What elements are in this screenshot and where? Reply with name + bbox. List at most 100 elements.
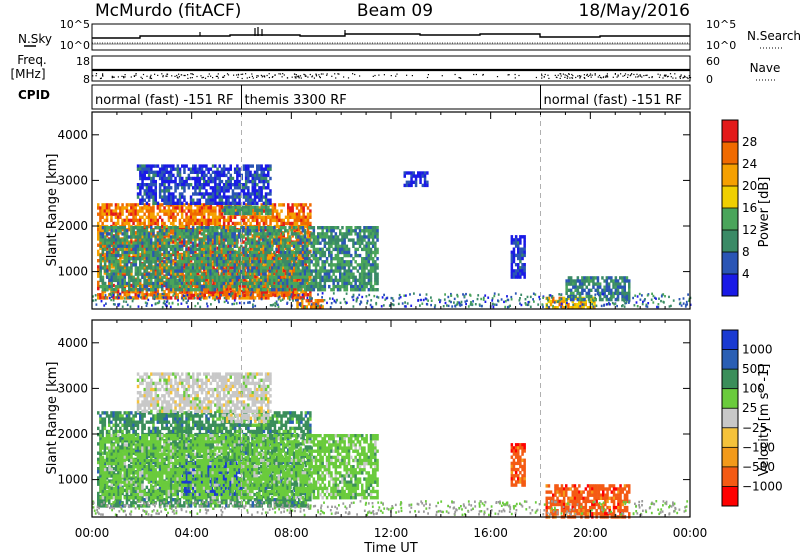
power-cell (103, 226, 107, 230)
power-cell (312, 235, 316, 239)
power-cell (185, 272, 188, 276)
power-cell (253, 296, 257, 300)
power-cell (330, 260, 333, 264)
power-cell (194, 290, 198, 294)
power-cell (301, 269, 305, 273)
power-cell (343, 232, 346, 236)
power-cell (150, 257, 153, 261)
power-cell (314, 241, 318, 245)
power-cell (298, 218, 301, 223)
power-cell (125, 272, 129, 276)
power-cell (339, 257, 342, 261)
power-cell (295, 266, 298, 270)
power-cell (253, 238, 256, 242)
power-cell (309, 209, 312, 213)
power-cell (301, 281, 305, 286)
power-cell (255, 247, 258, 252)
power-cell (156, 226, 160, 230)
nave-point (583, 74, 585, 76)
power-cell (325, 241, 329, 245)
power-cell (158, 206, 162, 210)
power-cell (229, 286, 232, 291)
power-cell (220, 244, 223, 248)
power-cell (245, 221, 248, 226)
power-cell (218, 266, 221, 270)
power-cell (306, 234, 310, 238)
power-cell (341, 263, 344, 267)
power-cell (371, 229, 375, 233)
nave-point (133, 75, 136, 77)
power-cell (275, 249, 279, 254)
power-cell (267, 296, 270, 300)
power-cell (194, 263, 197, 267)
power-cell (167, 257, 171, 261)
power-cell (259, 269, 263, 273)
power-cell (99, 257, 102, 261)
power-cell (297, 275, 300, 279)
power-cell (213, 247, 217, 252)
nave-point (682, 77, 684, 79)
power-cell (163, 247, 166, 252)
power-cell (264, 283, 268, 288)
power-cell (202, 232, 206, 236)
power-cell (270, 266, 274, 270)
power-cell (345, 250, 349, 255)
power-cell (125, 215, 129, 219)
power-cell (119, 244, 122, 248)
power-cell (264, 250, 267, 255)
power-cell (172, 240, 175, 244)
power-cell (214, 221, 217, 226)
power-cell (278, 246, 281, 250)
power-cell (224, 232, 228, 236)
power-cell (330, 238, 333, 242)
power-cell (308, 260, 311, 264)
power-cell (110, 241, 113, 245)
power-cell (125, 206, 129, 210)
power-cell (304, 290, 308, 294)
nave-point (602, 76, 604, 79)
power-cell (114, 209, 118, 213)
nave-point (315, 75, 318, 77)
power-cell (361, 247, 364, 252)
power-cell (139, 263, 142, 267)
power-cell (127, 293, 131, 297)
power-cell (103, 229, 107, 233)
power-cell (306, 260, 309, 264)
power-cell (264, 257, 267, 261)
power-cell (258, 234, 261, 238)
power-cell (121, 212, 124, 216)
power-cell (321, 263, 324, 267)
power-cell (291, 265, 295, 270)
power-cell (306, 244, 309, 248)
power-cell (259, 232, 263, 236)
power-cell (371, 250, 375, 255)
power-cell (341, 260, 344, 264)
power-cell (178, 234, 182, 238)
power-cell (130, 244, 133, 248)
power-cell (196, 263, 199, 267)
power-cell (369, 284, 373, 289)
power-cell (244, 250, 247, 255)
power-cell (240, 253, 243, 258)
power-cell (211, 247, 214, 252)
power-cell (183, 235, 186, 239)
power-cell (147, 247, 151, 252)
power-cell (281, 238, 285, 242)
power-cell (281, 253, 285, 258)
power-cell (288, 238, 291, 242)
power-cell (99, 246, 102, 250)
power-cell (276, 293, 279, 298)
power-cell (224, 229, 228, 233)
power-cell (101, 252, 104, 257)
power-cell (325, 247, 329, 252)
power-cell (218, 288, 221, 292)
power-cell (163, 262, 166, 266)
power-cell (200, 218, 204, 223)
power-cell (210, 253, 213, 257)
power-cell (108, 232, 111, 236)
power-cell (262, 288, 265, 292)
power-cell (259, 284, 263, 289)
power-cell (130, 237, 133, 241)
power-cell (189, 240, 193, 244)
nave-point (191, 77, 193, 79)
